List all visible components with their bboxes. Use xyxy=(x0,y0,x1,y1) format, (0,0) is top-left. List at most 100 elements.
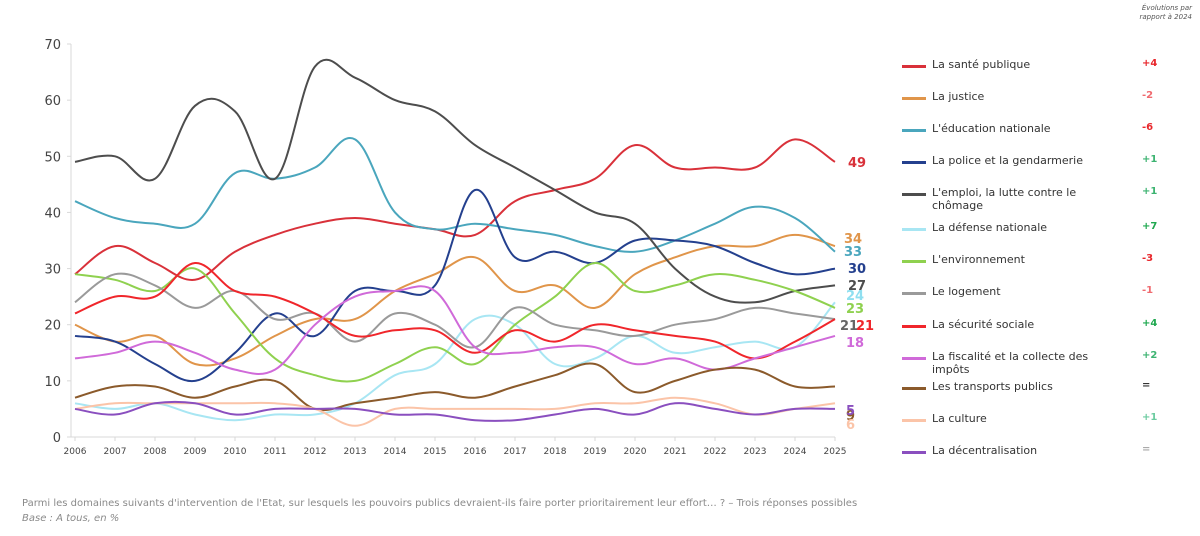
legend-label: La sécurité sociale xyxy=(932,318,1035,331)
legend-swatch xyxy=(902,228,926,231)
legend-delta: +4 xyxy=(1142,318,1158,329)
end-label-9: 18 xyxy=(846,336,864,351)
x-tick-label: 2025 xyxy=(824,447,847,457)
series-line-2 xyxy=(74,137,836,253)
evolution-note: Évolutions par rapport à 2024 xyxy=(1139,4,1192,21)
series-line-6 xyxy=(74,261,836,383)
end-label-11: 6 xyxy=(846,418,855,433)
legend-delta: = xyxy=(1142,444,1151,455)
legend-label: La culture xyxy=(932,412,987,425)
legend-delta: +1 xyxy=(1142,412,1158,423)
legend-swatch xyxy=(902,65,926,68)
footer-question: Parmi les domaines suivants d'interventi… xyxy=(22,498,858,509)
series-line-9 xyxy=(74,285,836,375)
x-tick-label: 2017 xyxy=(504,447,527,457)
legend-label: Les transports publics xyxy=(932,380,1053,393)
legend-item: Les transports publics = xyxy=(902,380,1192,412)
x-axis: 2006 2007 2008 2009 2010 2011 2012 2013 2014 2015… xyxy=(64,436,847,457)
legend-item: L'emploi, la lutte contre le chômage +1 xyxy=(902,186,1192,218)
y-tick-label: 60 xyxy=(44,94,61,109)
end-label-8: 21 xyxy=(856,319,874,334)
end-label-6: 23 xyxy=(846,302,864,317)
legend-delta: -3 xyxy=(1142,253,1154,264)
legend-label: L'emploi, la lutte contre le chômage xyxy=(932,186,1077,212)
x-tick-label: 2019 xyxy=(584,447,607,457)
line-chart: 0 10 20 30 40 50 60 70 2006 2007 2008 2009 2010 2011… xyxy=(44,38,874,457)
series-line-3 xyxy=(74,188,836,383)
legend-swatch xyxy=(902,292,926,295)
y-tick-label: 20 xyxy=(44,319,61,334)
x-tick-label: 2012 xyxy=(304,447,327,457)
end-label-0: 49 xyxy=(848,156,866,171)
legend-item: La décentralisation = xyxy=(902,444,1192,476)
series-line-1 xyxy=(74,233,836,367)
legend-swatch xyxy=(902,97,926,100)
x-tick-label: 2009 xyxy=(184,447,207,457)
legend-item: La défense nationale +7 xyxy=(902,221,1192,253)
legend-label: La défense nationale xyxy=(932,221,1048,234)
y-tick-label: 30 xyxy=(44,263,61,278)
series-line-7 xyxy=(74,272,836,349)
x-tick-label: 2013 xyxy=(344,447,367,457)
end-label-3: 30 xyxy=(848,262,866,277)
end-label-5: 24 xyxy=(846,289,864,304)
legend-label: La décentralisation xyxy=(932,444,1038,457)
legend-item: La culture +1 xyxy=(902,412,1192,444)
x-tick-label: 2020 xyxy=(624,447,647,457)
legend-delta: -2 xyxy=(1142,90,1154,101)
series-line-0 xyxy=(74,138,836,281)
legend-item: La justice -2 xyxy=(902,90,1192,122)
x-tick-label: 2008 xyxy=(144,447,167,457)
series-lines xyxy=(74,58,836,427)
x-tick-label: 2018 xyxy=(544,447,567,457)
legend-item: La fiscalité et la collecte des impôts +2 xyxy=(902,350,1192,382)
series-line-4 xyxy=(74,58,836,304)
legend-label: L'environnement xyxy=(932,253,1025,266)
legend-item: La sécurité sociale +4 xyxy=(902,318,1192,350)
legend-swatch xyxy=(902,387,926,390)
legend-item: La santé publique +4 xyxy=(902,58,1192,90)
y-tick-label: 50 xyxy=(44,150,61,165)
x-tick-label: 2024 xyxy=(784,447,807,457)
legend-item: La police et la gendarmerie +1 xyxy=(902,154,1192,186)
legend-delta: = xyxy=(1142,380,1151,391)
legend-label: La santé publique xyxy=(932,58,1031,71)
legend-swatch xyxy=(902,260,926,263)
legend-swatch xyxy=(902,357,926,360)
series-line-8 xyxy=(74,261,836,360)
x-tick-label: 2007 xyxy=(104,447,127,457)
end-label-4: 27 xyxy=(848,279,866,294)
x-tick-label: 2010 xyxy=(224,447,247,457)
legend-item: L'environnement -3 xyxy=(902,253,1192,285)
x-tick-label: 2021 xyxy=(664,447,687,457)
legend-delta: +7 xyxy=(1142,221,1158,232)
end-label-1: 34 xyxy=(844,232,862,247)
x-tick-label: 2022 xyxy=(704,447,727,457)
legend-delta: -1 xyxy=(1142,285,1154,296)
end-label-2: 33 xyxy=(844,245,862,260)
legend-item: Le logement -1 xyxy=(902,285,1192,317)
legend-delta: +1 xyxy=(1142,186,1158,197)
y-tick-label: 0 xyxy=(53,431,61,446)
y-tick-label: 70 xyxy=(44,38,61,53)
y-tick-label: 10 xyxy=(44,375,61,390)
legend-label: La police et la gendarmerie xyxy=(932,154,1083,167)
legend-item: L'éducation nationale -6 xyxy=(902,122,1192,154)
legend-swatch xyxy=(902,325,926,328)
legend-label: Le logement xyxy=(932,285,1001,298)
x-tick-label: 2023 xyxy=(744,447,767,457)
end-label-10: 9 xyxy=(846,409,855,424)
x-tick-label: 2015 xyxy=(424,447,447,457)
legend-delta: +4 xyxy=(1142,58,1158,69)
legend-label: La justice xyxy=(932,90,985,103)
series-line-10 xyxy=(74,362,836,412)
y-tick-label: 40 xyxy=(44,206,61,221)
footer: Parmi les domaines suivants d'interventi… xyxy=(22,496,857,526)
legend-swatch xyxy=(902,451,926,454)
series-line-12 xyxy=(74,400,836,422)
end-label-7: 21 xyxy=(840,319,858,334)
footer-base: Base : A tous, en % xyxy=(22,513,120,524)
legend-label: La fiscalité et la collecte des impôts xyxy=(932,350,1089,376)
legend-delta: +2 xyxy=(1142,350,1158,361)
